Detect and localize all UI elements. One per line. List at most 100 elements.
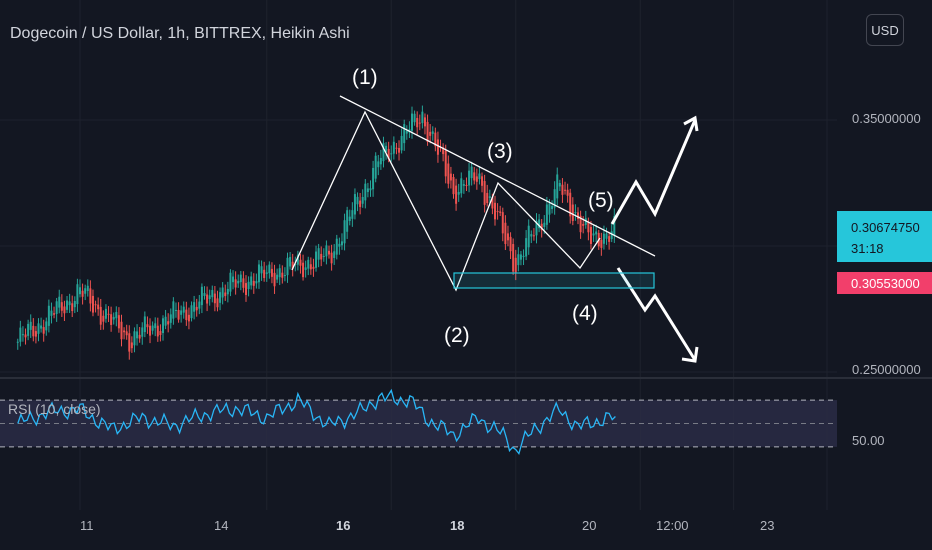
candle[interactable] xyxy=(564,181,567,195)
candle[interactable] xyxy=(519,250,522,266)
candle[interactable] xyxy=(504,215,507,251)
candle[interactable] xyxy=(68,293,71,313)
candle[interactable] xyxy=(226,281,229,303)
candle[interactable] xyxy=(289,251,292,270)
candle[interactable] xyxy=(494,195,496,226)
candle[interactable] xyxy=(211,285,214,303)
candle[interactable] xyxy=(346,206,349,239)
candle[interactable] xyxy=(449,166,452,189)
candle[interactable] xyxy=(76,278,79,312)
candle[interactable] xyxy=(390,145,393,162)
candle[interactable] xyxy=(151,321,154,335)
candle[interactable] xyxy=(156,317,159,342)
candle[interactable] xyxy=(250,271,253,290)
candle[interactable] xyxy=(216,290,219,312)
candle[interactable] xyxy=(247,276,250,297)
candle[interactable] xyxy=(392,136,395,160)
candle[interactable] xyxy=(37,318,40,342)
candle[interactable] xyxy=(146,316,149,334)
candle[interactable] xyxy=(60,294,63,317)
candle[interactable] xyxy=(374,152,377,183)
candle[interactable] xyxy=(569,188,572,224)
candle[interactable] xyxy=(317,243,320,268)
candle[interactable] xyxy=(149,318,152,344)
candle[interactable] xyxy=(260,260,263,281)
candle[interactable] xyxy=(16,338,19,350)
candle[interactable] xyxy=(333,244,336,265)
candle[interactable] xyxy=(281,265,284,284)
candle[interactable] xyxy=(403,119,406,151)
candle[interactable] xyxy=(208,289,211,306)
candle[interactable] xyxy=(587,217,590,241)
annotations[interactable] xyxy=(291,95,699,363)
candle[interactable] xyxy=(312,258,315,277)
candle[interactable] xyxy=(45,317,48,336)
candle[interactable] xyxy=(400,128,403,154)
candle[interactable] xyxy=(219,287,222,311)
candle[interactable] xyxy=(322,248,325,262)
candle[interactable] xyxy=(372,160,375,197)
candle[interactable] xyxy=(104,304,107,323)
candle[interactable] xyxy=(577,207,579,225)
candle[interactable] xyxy=(545,196,548,230)
candle[interactable] xyxy=(527,219,530,255)
candle[interactable] xyxy=(447,155,450,189)
candle[interactable] xyxy=(133,327,136,353)
candle[interactable] xyxy=(385,142,388,160)
candle[interactable] xyxy=(556,167,559,206)
candle[interactable] xyxy=(273,264,276,294)
support-zone[interactable] xyxy=(453,272,655,289)
candle[interactable] xyxy=(263,261,266,282)
candle[interactable] xyxy=(198,295,201,315)
candle[interactable] xyxy=(185,301,188,326)
candle[interactable] xyxy=(307,256,310,276)
candle[interactable] xyxy=(255,273,258,289)
candle[interactable] xyxy=(553,181,556,215)
candle[interactable] xyxy=(452,173,455,199)
candle[interactable] xyxy=(353,188,356,220)
candle[interactable] xyxy=(304,260,307,278)
candle[interactable] xyxy=(102,310,105,330)
candle[interactable] xyxy=(107,306,110,323)
candle[interactable] xyxy=(143,311,146,338)
candle[interactable] xyxy=(462,179,465,194)
candle[interactable] xyxy=(486,184,489,207)
candle[interactable] xyxy=(84,284,87,301)
rsi-plot[interactable] xyxy=(17,388,616,456)
candle[interactable] xyxy=(444,144,447,184)
candle[interactable] xyxy=(584,210,587,229)
candle[interactable] xyxy=(501,207,504,242)
currency-button[interactable]: USD xyxy=(866,14,904,46)
candle[interactable] xyxy=(416,111,419,135)
candle[interactable] xyxy=(224,284,227,301)
candle[interactable] xyxy=(115,306,118,327)
candle[interactable] xyxy=(522,249,525,266)
candle[interactable] xyxy=(162,315,164,341)
candle[interactable] xyxy=(32,318,35,342)
candle[interactable] xyxy=(377,154,380,176)
candle[interactable] xyxy=(605,227,608,245)
candle[interactable] xyxy=(538,214,541,233)
candle[interactable] xyxy=(257,260,260,289)
candle[interactable] xyxy=(50,302,53,324)
candle[interactable] xyxy=(283,267,286,282)
candle[interactable] xyxy=(457,183,460,202)
candle[interactable] xyxy=(315,245,318,272)
candle[interactable] xyxy=(411,106,413,139)
candle[interactable] xyxy=(561,178,564,203)
time-axis[interactable]: 11 14 16 18 20 12:00 23 xyxy=(80,518,774,533)
candle[interactable] xyxy=(465,177,468,191)
candle[interactable] xyxy=(496,203,499,220)
candle[interactable] xyxy=(89,280,92,312)
candle[interactable] xyxy=(29,314,32,338)
candle[interactable] xyxy=(351,202,354,227)
bear-projection-arrow[interactable] xyxy=(616,267,697,361)
candle[interactable] xyxy=(436,131,439,163)
candle[interactable] xyxy=(193,295,196,320)
candle[interactable] xyxy=(172,297,175,325)
candle[interactable] xyxy=(268,261,271,279)
candle[interactable] xyxy=(159,324,162,342)
candle[interactable] xyxy=(42,319,45,342)
wave-path[interactable] xyxy=(291,110,601,292)
candle[interactable] xyxy=(242,271,245,293)
